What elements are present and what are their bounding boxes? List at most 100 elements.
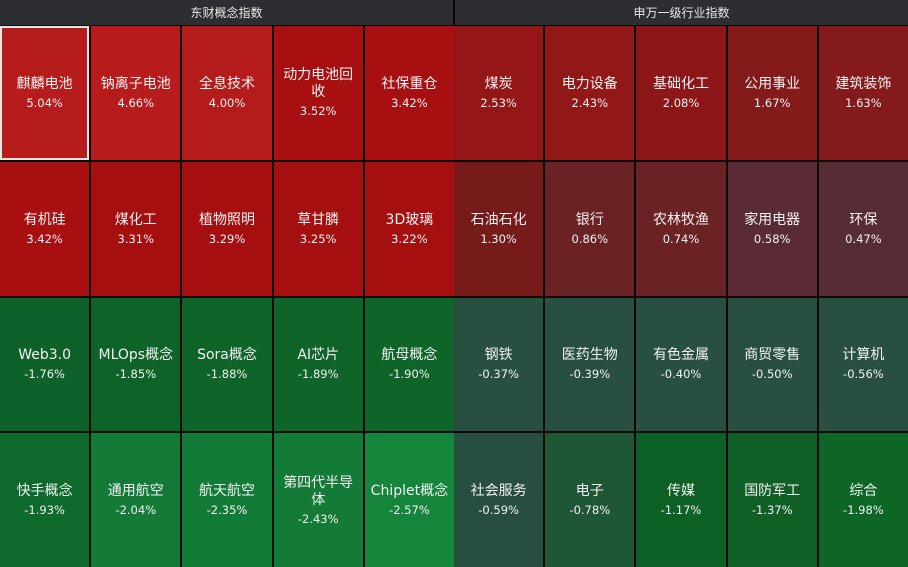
tile-change-percent: -1.93% (24, 503, 65, 518)
tile-name: 公用事业 (744, 75, 801, 92)
heatmap-tile[interactable]: 石油石化 1.30% (454, 161, 544, 296)
tile-name: 煤化工 (114, 211, 157, 228)
tile-change-percent: -0.37% (478, 367, 519, 382)
tile-name: 钢铁 (484, 347, 513, 364)
tile-change-percent: 1.67% (753, 95, 791, 110)
tile-name: 动力电池回收 (283, 67, 354, 101)
tile-change-percent: -1.17% (660, 503, 702, 518)
tile-change-percent: 2.08% (662, 95, 700, 110)
heatmap-tile[interactable]: 社会服务 -0.59% (454, 433, 544, 567)
tile-change-percent: -1.88% (206, 367, 248, 382)
tile-name: 草甘膦 (297, 211, 340, 228)
tile-change-percent: 0.47% (845, 231, 882, 246)
tile-name: 植物照明 (198, 211, 255, 228)
heatmap-tile[interactable]: 草甘膦 3.25% (273, 161, 363, 296)
heatmap-tile[interactable]: 电子 -0.78% (545, 433, 635, 567)
heatmap-tile[interactable]: 农林牧渔 0.74% (636, 161, 726, 296)
tile-name: 社保重仓 (381, 75, 438, 92)
heatmap-tile[interactable]: Chiplet概念 -2.57% (364, 433, 454, 567)
heatmap-tile[interactable]: 煤化工 3.31% (91, 161, 181, 296)
tile-name: 3D玻璃 (385, 211, 434, 228)
tile-name: 环保 (849, 211, 878, 228)
tile-change-percent: -2.43% (297, 511, 339, 526)
tile-name: 麒麟电池 (16, 75, 73, 92)
tile-change-percent: 3.29% (208, 231, 246, 246)
tile-name: 有机硅 (23, 211, 66, 228)
tile-name: 建筑装饰 (835, 75, 892, 92)
heatmap-tile[interactable]: 建筑装饰 1.63% (818, 26, 908, 160)
heatmap-tile[interactable]: 全息技术 4.00% (182, 26, 272, 160)
tile-change-percent: 1.63% (845, 95, 882, 110)
tile-change-percent: 3.52% (299, 104, 337, 119)
tile-change-percent: -2.57% (389, 503, 430, 518)
tile-change-percent: 3.25% (299, 231, 337, 246)
heatmap-tile[interactable]: 环保 0.47% (818, 161, 908, 296)
tile-name: 农林牧渔 (652, 211, 709, 228)
heatmap-tile[interactable]: 商贸零售 -0.50% (727, 297, 817, 432)
heatmap-tile[interactable]: 钠离子电池 4.66% (91, 26, 181, 160)
tile-change-percent: -0.40% (660, 367, 702, 382)
heatmap-tile[interactable]: 钢铁 -0.37% (454, 297, 544, 432)
tile-name: 通用航空 (107, 483, 164, 500)
tile-name: 银行 (575, 211, 604, 228)
heatmap-tile[interactable]: 通用航空 -2.04% (91, 433, 181, 567)
heatmap-tile[interactable]: 国防军工 -1.37% (727, 433, 817, 567)
tile-change-percent: -1.85% (115, 367, 157, 382)
tile-name: 电子 (575, 483, 604, 500)
tile-change-percent: -1.37% (751, 503, 793, 518)
tile-change-percent: -0.59% (478, 503, 519, 518)
tile-name: 综合 (849, 483, 878, 500)
tile-name: 有色金属 (652, 347, 709, 364)
tile-name: 航天航空 (198, 483, 255, 500)
heatmap-tile[interactable]: 社保重仓 3.42% (364, 26, 454, 160)
tile-name: 家用电器 (744, 211, 801, 228)
tile-name: 商贸零售 (744, 347, 801, 364)
tile-change-percent: 3.31% (117, 231, 155, 246)
heatmap-tile[interactable]: 计算机 -0.56% (818, 297, 908, 432)
heatmap-tile[interactable]: 医药生物 -0.39% (545, 297, 635, 432)
heatmap-tile[interactable]: 植物照明 3.29% (182, 161, 272, 296)
heatmap-tile[interactable]: AI芯片 -1.89% (273, 297, 363, 432)
heatmap-tile[interactable]: 第四代半导体 -2.43% (273, 433, 363, 567)
tile-change-percent: 2.53% (480, 95, 517, 110)
tile-name: 钠离子电池 (100, 75, 171, 92)
tile-change-percent: -1.76% (24, 367, 65, 382)
heatmap-tile[interactable]: 电力设备 2.43% (545, 26, 635, 160)
heatmap-tile[interactable]: Sora概念 -1.88% (182, 297, 272, 432)
heatmap-tile[interactable]: 快手概念 -1.93% (0, 433, 90, 567)
heatmap-tile[interactable]: 3D玻璃 3.22% (364, 161, 454, 296)
heatmap-tile[interactable]: MLOps概念 -1.85% (91, 297, 181, 432)
heatmap-tile[interactable]: 动力电池回收 3.52% (273, 26, 363, 160)
heatmap-tile[interactable]: 航母概念 -1.90% (364, 297, 454, 432)
tile-name: Chiplet概念 (370, 483, 449, 500)
tile-change-percent: -1.89% (297, 367, 339, 382)
heatmap-tile[interactable]: 公用事业 1.67% (727, 26, 817, 160)
tile-change-percent: -0.78% (569, 503, 611, 518)
heatmap-tile[interactable]: 基础化工 2.08% (636, 26, 726, 160)
tile-change-percent: 5.04% (26, 95, 63, 110)
tile-change-percent: -2.04% (115, 503, 157, 518)
tile-name: 煤炭 (484, 75, 513, 92)
heatmap-tile[interactable]: 综合 -1.98% (818, 433, 908, 567)
heatmap-tile[interactable]: 有机硅 3.42% (0, 161, 90, 296)
heatmap-tile[interactable]: 煤炭 2.53% (454, 26, 544, 160)
heatmap-tile[interactable]: Web3.0 -1.76% (0, 297, 90, 432)
concept-index-heatmap: 麒麟电池 5.04% 钠离子电池 4.66% 全息技术 4.00% 动力电池回收 3.52% 社… (0, 25, 454, 567)
heatmap-tile[interactable]: 有色金属 -0.40% (636, 297, 726, 432)
heatmap-tile[interactable]: 银行 0.86% (545, 161, 635, 296)
tile-name: 计算机 (842, 347, 885, 364)
tile-change-percent: -0.56% (843, 367, 884, 382)
industry-index-heatmap: 煤炭 2.53% 电力设备 2.43% 基础化工 2.08% 公用事业 1.67% 建筑装饰 1.… (454, 25, 908, 567)
tile-change-percent: -0.50% (751, 367, 793, 382)
tile-change-percent: 3.22% (391, 231, 428, 246)
tile-name: 社会服务 (470, 483, 527, 500)
heatmap-tile[interactable]: 航天航空 -2.35% (182, 433, 272, 567)
section-headers: 东财概念指数 申万一级行业指数 (0, 0, 908, 25)
tile-name: Sora概念 (197, 347, 257, 364)
heatmap-tile[interactable]: 麒麟电池 5.04% (0, 26, 90, 160)
heatmap-tile[interactable]: 家用电器 0.58% (727, 161, 817, 296)
tile-name: MLOps概念 (98, 347, 174, 364)
tile-change-percent: 0.58% (753, 231, 791, 246)
heatmap-tile[interactable]: 传媒 -1.17% (636, 433, 726, 567)
